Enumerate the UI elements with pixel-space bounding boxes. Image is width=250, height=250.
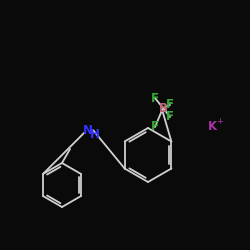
Text: B: B bbox=[158, 102, 168, 114]
Text: F: F bbox=[151, 92, 159, 104]
Text: F: F bbox=[166, 110, 174, 124]
Text: F: F bbox=[166, 98, 174, 112]
Text: N: N bbox=[83, 124, 93, 136]
Text: −: − bbox=[166, 98, 172, 108]
Text: +: + bbox=[216, 116, 224, 126]
Text: K: K bbox=[208, 120, 216, 132]
Text: H: H bbox=[90, 128, 100, 141]
Text: F: F bbox=[151, 120, 159, 134]
